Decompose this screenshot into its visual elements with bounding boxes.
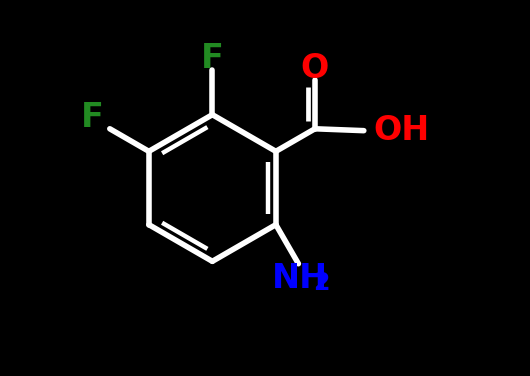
Text: F: F [81, 101, 104, 134]
Text: 2: 2 [314, 271, 330, 295]
Text: O: O [301, 52, 329, 85]
Text: OH: OH [373, 114, 429, 147]
Text: NH: NH [272, 262, 329, 294]
Text: F: F [201, 42, 224, 75]
